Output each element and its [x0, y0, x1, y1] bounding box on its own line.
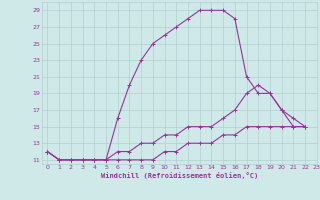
X-axis label: Windchill (Refroidissement éolien,°C): Windchill (Refroidissement éolien,°C) [100, 172, 258, 179]
